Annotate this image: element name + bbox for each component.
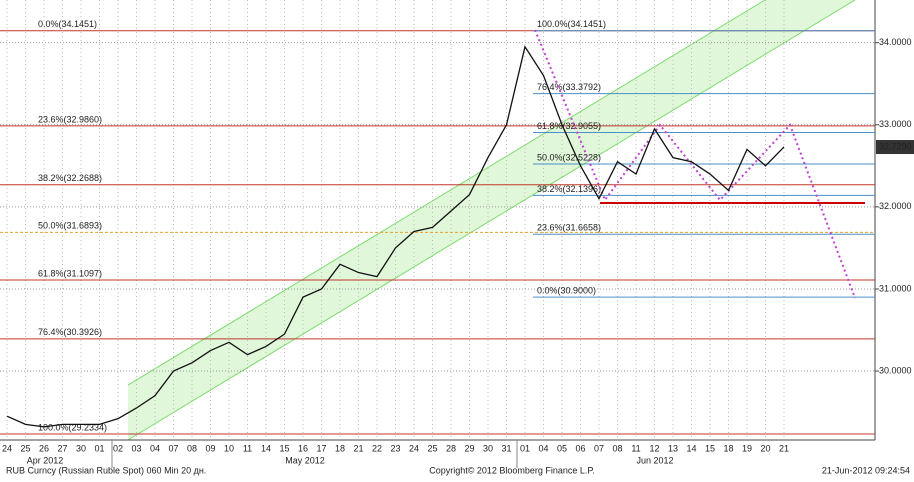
x-tick-label: 30 bbox=[76, 443, 86, 453]
x-tick-label: 01 bbox=[94, 443, 104, 453]
y-tick-label: 32.0000 bbox=[879, 201, 912, 211]
x-tick-label: 04 bbox=[150, 443, 160, 453]
x-tick-label: 07 bbox=[168, 443, 178, 453]
x-tick-label: 15 bbox=[279, 443, 289, 453]
footer-left: RUB Curncy (Russian Ruble Spot) 060 Min … bbox=[6, 465, 206, 475]
x-tick-label: 13 bbox=[668, 443, 678, 453]
fib-label: 50.0%(31.6893) bbox=[38, 221, 102, 231]
x-tick-label: 28 bbox=[446, 443, 456, 453]
last-price-box bbox=[876, 140, 914, 155]
y-tick-label: 31.0000 bbox=[879, 283, 912, 293]
x-tick-label: 03 bbox=[131, 443, 141, 453]
x-tick-label: 23 bbox=[390, 443, 400, 453]
fib-label: 50.0%(32.5228) bbox=[537, 152, 601, 162]
x-tick-label: 09 bbox=[205, 443, 215, 453]
x-tick-label: 17 bbox=[316, 443, 326, 453]
channel-line bbox=[127, 0, 766, 386]
month-label: Apr 2012 bbox=[27, 455, 64, 465]
x-tick-label: 06 bbox=[575, 443, 585, 453]
fib-label: 61.8%(31.1097) bbox=[38, 268, 102, 278]
x-tick-label: 24 bbox=[409, 443, 419, 453]
x-tick-label: 12 bbox=[649, 443, 659, 453]
x-tick-label: 18 bbox=[723, 443, 733, 453]
x-tick-label: 19 bbox=[742, 443, 752, 453]
x-tick-label: 27 bbox=[57, 443, 67, 453]
x-tick-label: 25 bbox=[427, 443, 437, 453]
fib-label: 76.4%(30.3926) bbox=[38, 327, 102, 337]
x-tick-label: 04 bbox=[538, 443, 548, 453]
channel-line bbox=[127, 0, 856, 441]
fib-label: 23.6%(32.9860) bbox=[38, 114, 102, 124]
x-tick-label: 30 bbox=[483, 443, 493, 453]
fib-label: 23.6%(31.6658) bbox=[537, 223, 601, 233]
footer-right: 21-Jun-2012 09:24:54 bbox=[822, 465, 910, 475]
x-tick-label: 29 bbox=[464, 443, 474, 453]
fib-label: 61.8%(32.9055) bbox=[537, 121, 601, 131]
x-tick-label: 11 bbox=[243, 443, 252, 453]
month-label: Jun 2012 bbox=[636, 455, 673, 465]
x-tick-label: 01 bbox=[520, 443, 530, 453]
x-tick-label: 07 bbox=[594, 443, 604, 453]
x-tick-label: 15 bbox=[705, 443, 715, 453]
x-tick-label: 21 bbox=[353, 443, 363, 453]
x-tick-label: 20 bbox=[760, 443, 770, 453]
y-tick-label: 30.0000 bbox=[879, 365, 912, 375]
x-tick-label: 02 bbox=[113, 443, 123, 453]
x-tick-label: 10 bbox=[224, 443, 234, 453]
y-tick-label: 34.0000 bbox=[879, 37, 912, 47]
fib-label: 38.2%(32.2688) bbox=[38, 173, 102, 183]
fib-label: 100.0%(34.1451) bbox=[537, 19, 606, 29]
x-tick-label: 26 bbox=[39, 443, 49, 453]
x-tick-label: 05 bbox=[557, 443, 567, 453]
x-tick-label: 16 bbox=[298, 443, 308, 453]
x-tick-label: 21 bbox=[779, 443, 789, 453]
x-tick-label: 08 bbox=[187, 443, 197, 453]
fib-label: 100.0%(29.2334) bbox=[38, 422, 107, 432]
fib-label: 38.2%(32.1396) bbox=[537, 184, 601, 194]
price-line bbox=[6, 45, 785, 428]
fib-label: 0.0%(30.9000) bbox=[537, 286, 596, 296]
x-tick-label: 11 bbox=[631, 443, 640, 453]
x-tick-label: 22 bbox=[372, 443, 382, 453]
last-price-label: 32.7290 bbox=[879, 141, 912, 151]
x-tick-label: 08 bbox=[612, 443, 622, 453]
x-tick-label: 25 bbox=[20, 443, 30, 453]
y-tick-label: 33.0000 bbox=[879, 119, 912, 129]
x-tick-label: 24 bbox=[2, 443, 12, 453]
month-label: May 2012 bbox=[285, 455, 325, 465]
x-tick-label: 14 bbox=[686, 443, 696, 453]
x-tick-label: 14 bbox=[261, 443, 271, 453]
footer-center: Copyright© 2012 Bloomberg Finance L.P. bbox=[429, 465, 595, 475]
fib-label: 0.0%(34.1451) bbox=[38, 19, 97, 29]
x-tick-label: 31 bbox=[501, 443, 511, 453]
fib-label: 76.4%(33.3792) bbox=[537, 82, 601, 92]
x-tick-label: 18 bbox=[335, 443, 345, 453]
pattern-line bbox=[534, 29, 856, 299]
